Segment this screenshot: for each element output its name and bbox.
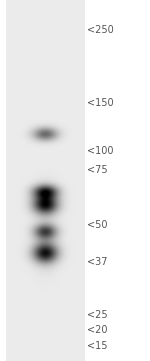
Text: <75: <75 bbox=[87, 165, 108, 175]
Text: <250: <250 bbox=[87, 25, 114, 35]
Text: <37: <37 bbox=[87, 257, 108, 267]
Text: <150: <150 bbox=[87, 98, 114, 108]
Text: <100: <100 bbox=[87, 146, 114, 156]
Text: <20: <20 bbox=[87, 325, 108, 335]
Text: <15: <15 bbox=[87, 341, 108, 351]
Text: <25: <25 bbox=[87, 310, 108, 320]
Text: <50: <50 bbox=[87, 220, 108, 230]
